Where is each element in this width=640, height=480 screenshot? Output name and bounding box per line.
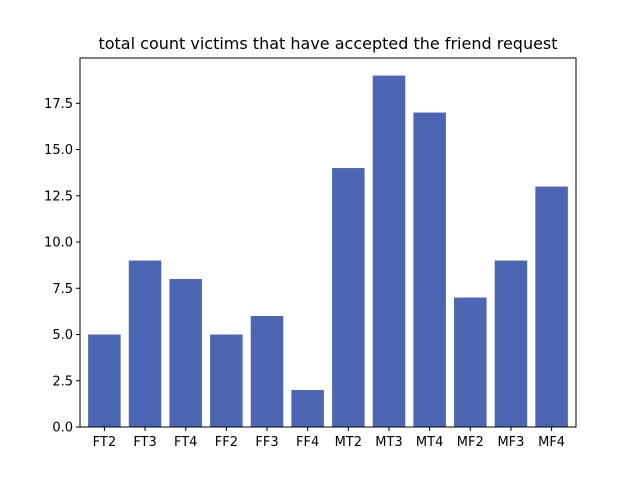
x-axis: FT2 FT3 FT4 FF2 FF3 FF4 MT2 MT3 MT4 MF2 MF3 MF4 [93, 427, 565, 450]
bar-ff2 [210, 334, 243, 427]
x-tick-label: MF3 [497, 435, 524, 450]
bar-ft2 [88, 334, 121, 427]
bar-ft4 [169, 279, 202, 427]
x-tick-label: FT4 [174, 435, 197, 450]
bar-ft3 [128, 260, 162, 427]
bar-mf2 [454, 297, 487, 427]
bars-group [88, 75, 568, 428]
bar-mf3 [494, 260, 528, 427]
x-tick-label: FF3 [255, 435, 278, 450]
x-tick-label: MF2 [457, 435, 484, 450]
x-tick-label: MT4 [416, 435, 443, 450]
y-tick-label: 17.5 [44, 97, 73, 112]
bar-mt3 [372, 75, 406, 428]
bar-mf4 [535, 186, 568, 427]
bar-mt4 [413, 112, 446, 428]
plot-area-frame [79, 57, 577, 428]
x-tick-label: FF2 [215, 435, 238, 450]
bar-ff4 [291, 390, 324, 427]
y-tick-label: 7.5 [52, 282, 73, 297]
chart-title: total count victims that have accepted t… [98, 34, 557, 53]
x-tick-label: FF4 [296, 435, 319, 450]
y-tick-label: 10.0 [44, 236, 73, 251]
x-tick-label: FT2 [93, 435, 116, 450]
x-tick-label: MT3 [375, 435, 402, 450]
bar-ff3 [250, 316, 284, 427]
y-tick-label: 15.0 [44, 143, 73, 158]
x-tick-label: FT3 [133, 435, 156, 450]
x-tick-label: MT2 [335, 435, 362, 450]
y-tick-label: 0.0 [52, 421, 73, 436]
y-tick-label: 12.5 [44, 189, 73, 204]
y-tick-label: 5.0 [52, 328, 73, 343]
x-tick-label: MF4 [538, 435, 565, 450]
y-axis: 0.0 2.5 5.0 7.5 10.0 12.5 15.0 17.5 [44, 97, 80, 436]
bar-mt2 [332, 168, 365, 428]
y-tick-label: 2.5 [52, 374, 73, 389]
